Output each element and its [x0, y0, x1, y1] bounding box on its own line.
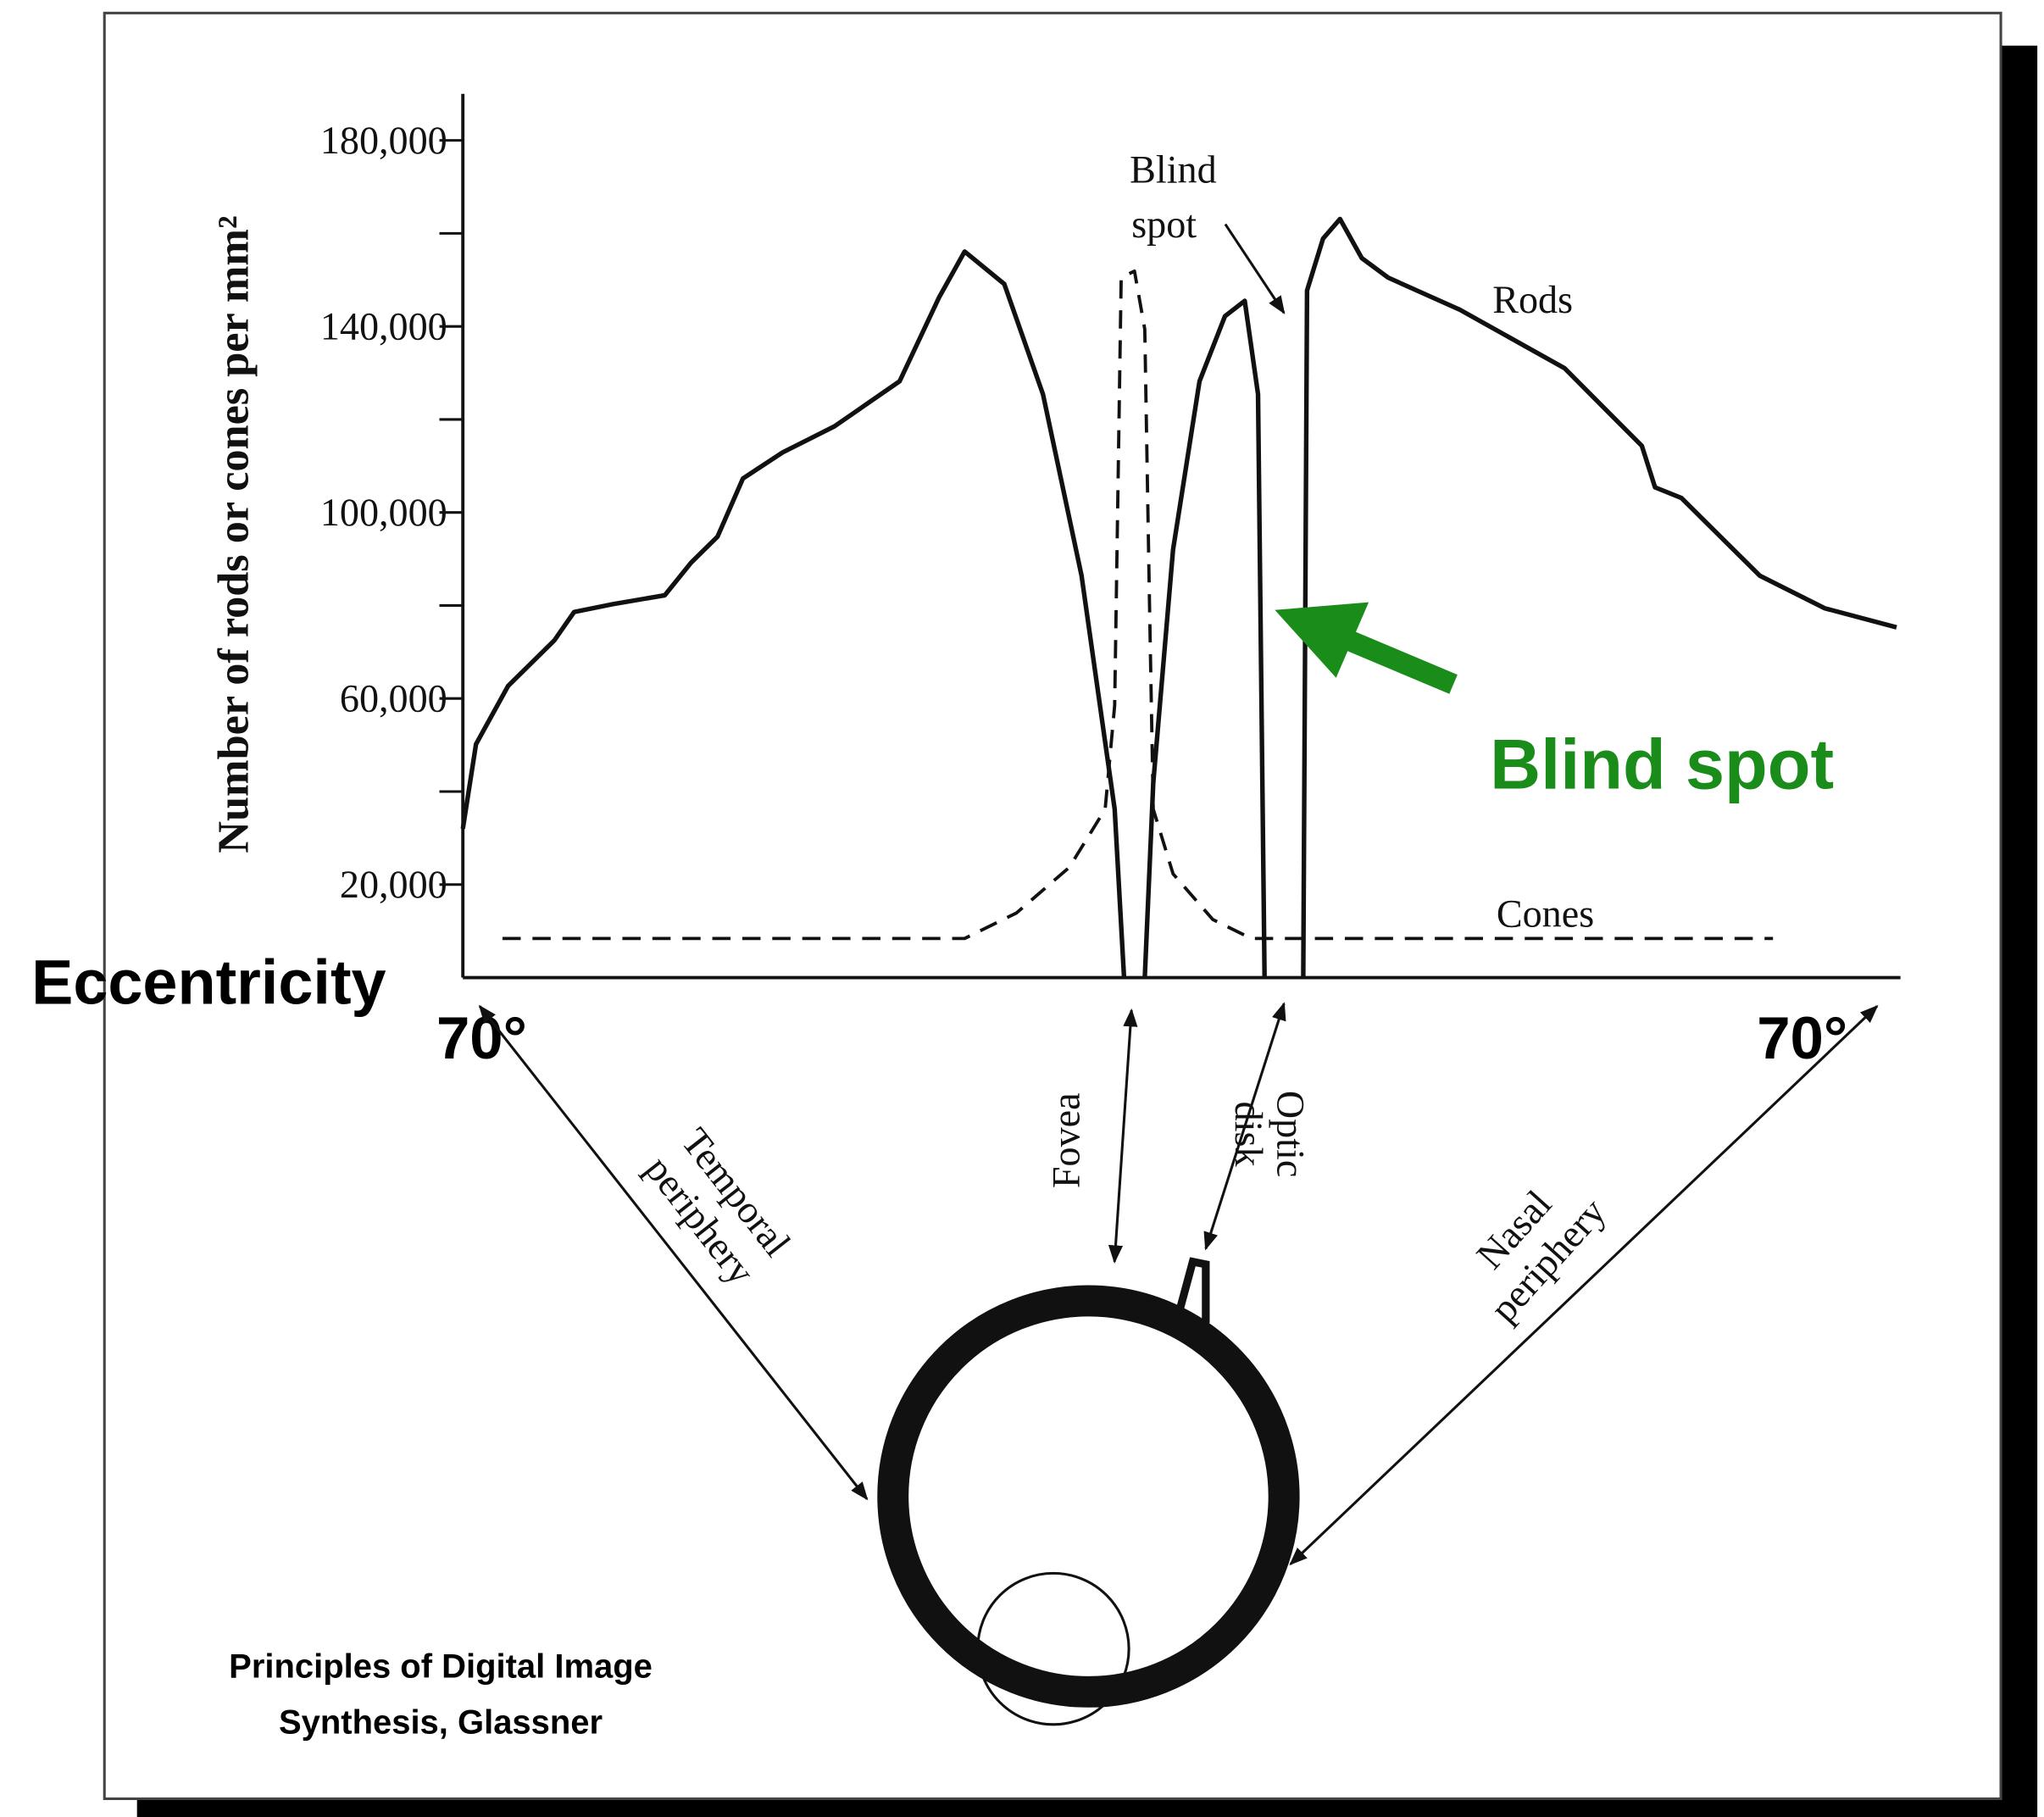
series-line — [502, 269, 1774, 941]
credit: Synthesis, Glassner — [279, 1704, 603, 1742]
optic-nerve — [1175, 1257, 1210, 1324]
eyeball — [877, 1285, 1300, 1708]
annotation: Blind spot — [1490, 725, 1834, 804]
arrow — [1203, 1002, 1286, 1251]
series-line — [460, 216, 1897, 978]
arrow — [478, 1004, 869, 1501]
x-tick-label: 70° — [436, 1004, 527, 1071]
x-axis-label: Eccentricity — [31, 947, 386, 1017]
y-axis-label: Number of rods or cones per mm² — [208, 215, 258, 853]
annotation-arrow — [1224, 223, 1286, 314]
arrow — [1289, 1004, 1879, 1566]
legend-label: Rods — [1492, 278, 1573, 321]
x-tick-label: 70° — [1757, 1004, 1847, 1071]
optic-label: Optic disk — [1227, 1091, 1312, 1177]
annotation: disk — [1227, 1102, 1270, 1168]
y-tick-label: 60,000 — [340, 677, 447, 720]
y-tick-label: 20,000 — [340, 863, 447, 906]
lens — [976, 1571, 1130, 1726]
eye — [877, 1257, 1300, 1726]
annotation: Optic — [1269, 1091, 1312, 1177]
annotation: Blind — [1130, 147, 1217, 191]
y-tick-label: 100,000 — [320, 491, 447, 534]
annotation: spot — [1131, 203, 1197, 246]
annotation: Fovea — [1045, 1092, 1088, 1188]
credit: Principles of Digital Image — [229, 1648, 653, 1685]
y-tick-label: 140,000 — [320, 305, 447, 348]
highlight-arrow-head — [1275, 602, 1369, 678]
legend-label: Cones — [1497, 892, 1594, 936]
arrow — [1108, 1008, 1138, 1264]
y-tick-label: 180,000 — [320, 119, 447, 162]
